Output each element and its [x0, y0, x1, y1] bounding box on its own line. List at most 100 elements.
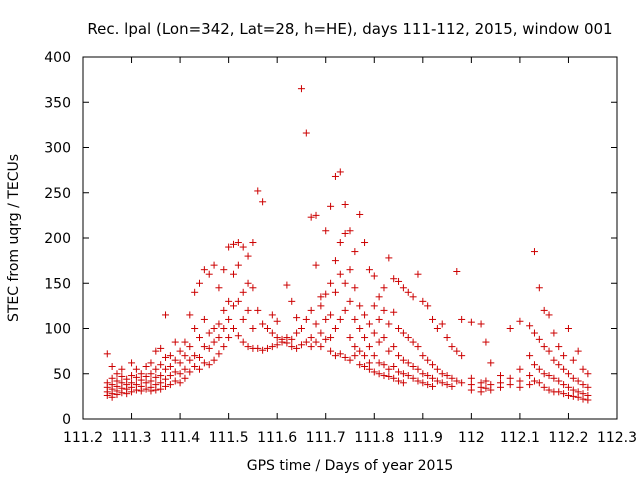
- data-point: [181, 365, 189, 373]
- data-point: [132, 386, 140, 394]
- data-point: [482, 377, 490, 385]
- data-point: [331, 325, 339, 332]
- data-point: [176, 370, 184, 378]
- data-point: [128, 388, 136, 396]
- data-point: [506, 325, 514, 332]
- axis-ticks: [82, 56, 618, 420]
- data-point: [166, 372, 174, 380]
- data-point: [564, 370, 572, 378]
- data-point: [244, 252, 252, 260]
- data-point: [152, 373, 160, 381]
- data-point: [375, 370, 383, 378]
- data-point: [540, 343, 548, 351]
- data-point: [147, 387, 155, 395]
- data-point: [157, 385, 165, 393]
- chart-title: Rec. lpal (Lon=342, Lat=28, h=HE), days …: [87, 20, 612, 38]
- data-point: [443, 334, 451, 342]
- data-point: [205, 361, 213, 369]
- y-tick-label: 350: [44, 95, 71, 111]
- data-point: [210, 356, 218, 364]
- data-point: [385, 365, 393, 373]
- data-point: [234, 332, 242, 340]
- data-point: [414, 365, 422, 373]
- data-point: [229, 270, 237, 278]
- x-tick-label: 112: [458, 430, 485, 446]
- data-point: [225, 334, 233, 342]
- y-tick-labels: 0 50 100 150 200 250 300 350 400: [44, 50, 71, 428]
- data-point: [220, 306, 228, 314]
- data-point: [239, 243, 247, 251]
- data-point: [205, 344, 213, 352]
- data-point: [375, 338, 383, 346]
- data-point: [574, 393, 582, 401]
- data-point: [103, 350, 111, 358]
- data-point: [385, 347, 393, 355]
- x-axis-label: GPS time / Days of year 2015: [247, 458, 454, 474]
- data-point: [429, 382, 437, 390]
- data-point: [526, 372, 534, 380]
- data-point: [419, 370, 427, 378]
- data-point: [375, 293, 383, 301]
- data-point: [147, 359, 155, 367]
- data-point: [390, 363, 398, 371]
- data-point: [569, 356, 577, 364]
- data-point: [191, 288, 199, 296]
- data-point: [103, 391, 111, 399]
- data-point: [390, 374, 398, 382]
- data-point: [171, 368, 179, 376]
- data-point: [142, 385, 150, 393]
- data-point: [395, 325, 403, 332]
- data-point: [336, 350, 344, 358]
- data-point: [356, 302, 364, 310]
- data-point: [409, 363, 417, 371]
- data-point: [555, 388, 563, 396]
- data-point: [482, 384, 490, 392]
- data-point: [263, 344, 271, 352]
- data-point: [365, 320, 373, 328]
- data-point: [327, 311, 335, 319]
- data-point: [254, 187, 262, 195]
- data-point: [142, 379, 150, 387]
- data-point: [560, 352, 568, 360]
- x-tick-label: 112.3: [597, 430, 637, 446]
- data-point: [443, 381, 451, 389]
- data-point: [166, 352, 174, 360]
- y-tick-label: 100: [44, 322, 71, 338]
- data-point: [399, 356, 407, 364]
- data-point: [186, 311, 194, 319]
- data-point: [487, 359, 495, 367]
- data-point: [288, 343, 296, 351]
- data-point: [424, 372, 432, 380]
- data-point: [297, 85, 305, 93]
- data-point: [113, 370, 121, 378]
- data-point: [186, 343, 194, 351]
- data-point: [555, 377, 563, 385]
- data-point: [390, 343, 398, 351]
- data-point: [414, 343, 422, 351]
- data-point: [191, 363, 199, 371]
- data-point: [302, 315, 310, 323]
- data-point: [244, 306, 252, 314]
- data-point: [564, 383, 572, 391]
- data-point: [467, 318, 475, 326]
- data-point: [234, 239, 242, 247]
- data-point: [516, 377, 524, 385]
- data-point: [356, 361, 364, 369]
- data-point: [293, 344, 301, 352]
- data-point: [390, 308, 398, 316]
- data-point: [550, 329, 558, 337]
- y-tick-label: 200: [44, 231, 71, 247]
- data-point: [380, 306, 388, 314]
- data-point: [467, 374, 475, 382]
- y-tick-label: 0: [62, 412, 71, 428]
- data-point: [385, 372, 393, 380]
- data-point: [312, 338, 320, 346]
- data-point: [283, 281, 291, 289]
- x-tick-label: 111.7: [306, 430, 346, 446]
- data-point: [409, 338, 417, 346]
- data-point: [312, 261, 320, 269]
- data-point: [395, 368, 403, 376]
- data-point: [181, 338, 189, 346]
- data-point: [162, 365, 170, 373]
